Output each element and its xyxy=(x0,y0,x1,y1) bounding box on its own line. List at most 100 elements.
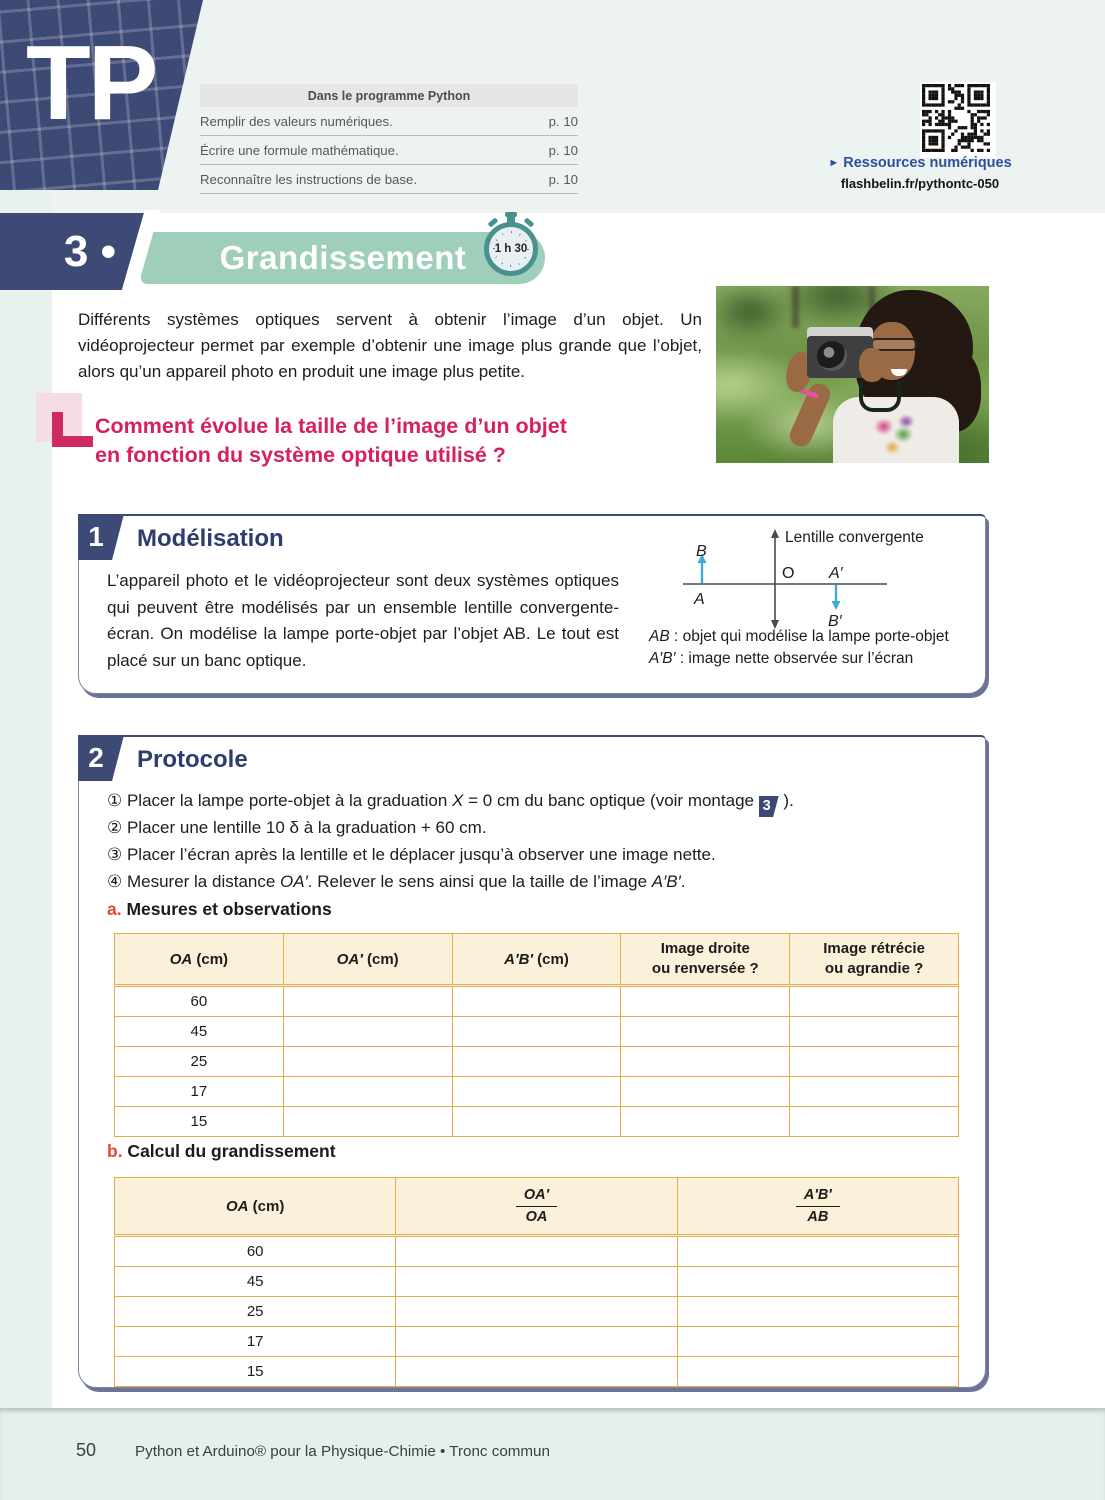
col-header-OA-prime: OA′ (cm) xyxy=(282,933,453,987)
empty-cell[interactable] xyxy=(620,985,791,1017)
qr-code-icon xyxy=(922,84,990,152)
section-title: Protocole xyxy=(137,746,248,773)
table-row: 60 xyxy=(113,1235,960,1267)
object-arrowhead xyxy=(697,554,707,563)
empty-cell[interactable] xyxy=(789,1016,959,1047)
program-row: Remplir des valeurs numériques. p. 10 xyxy=(200,107,578,136)
section-modelisation: 1 Modélisation L’appareil photo et le vi… xyxy=(78,514,986,694)
empty-cell[interactable] xyxy=(282,985,453,1017)
footer-band xyxy=(0,1408,1105,1500)
empty-cell[interactable] xyxy=(789,1106,959,1137)
label-B-prime: B′ xyxy=(828,613,843,630)
empty-cell[interactable] xyxy=(282,1016,453,1047)
program-table: Dans le programme Python Remplir des val… xyxy=(200,84,578,194)
empty-cell[interactable] xyxy=(620,1046,791,1077)
photo-girl-with-camera xyxy=(716,286,989,463)
empty-cell[interactable] xyxy=(676,1235,960,1267)
table-row: 25 xyxy=(114,1046,959,1077)
empty-cell[interactable] xyxy=(620,1016,791,1047)
table-row: 17 xyxy=(114,1076,959,1107)
table-row: 45 xyxy=(113,1266,960,1297)
program-row-label: Remplir des valeurs numériques. xyxy=(200,113,393,129)
resources-url[interactable]: flashbelin.fr/pythontc-050 xyxy=(840,176,1000,191)
empty-cell[interactable] xyxy=(789,1076,959,1107)
protocol-step-3: ③ Placer l’écran après la lentille et le… xyxy=(107,845,716,864)
table-row: 17 xyxy=(113,1326,960,1357)
empty-cell[interactable] xyxy=(676,1296,960,1327)
empty-cell[interactable] xyxy=(451,1016,622,1047)
diagram-caption-image: A′B′ : image nette observée sur l’écran xyxy=(649,650,914,667)
empty-cell[interactable] xyxy=(282,1046,453,1077)
photo-person-hand xyxy=(859,348,885,382)
magnification-table: OA (cm) OA′ OA A′B′ AB 60 45 25 xyxy=(113,1177,960,1387)
empty-cell[interactable] xyxy=(620,1076,791,1107)
label-A-prime: A′ xyxy=(828,565,844,582)
program-row-label: Reconnaître les instructions de base. xyxy=(200,171,417,187)
empty-cell[interactable] xyxy=(676,1266,960,1297)
photo-necklace xyxy=(859,382,901,412)
photo-shirt-print xyxy=(867,411,923,463)
empty-cell[interactable] xyxy=(676,1326,960,1357)
col-header-OAp-over-OA: OA′ OA xyxy=(395,1177,678,1237)
program-row-page: p. 10 xyxy=(548,171,578,187)
photo-smile xyxy=(891,369,907,376)
lens-arrowhead-down xyxy=(771,620,779,629)
tp-title-banner: Grandissement xyxy=(141,232,545,284)
col-header-OA: OA (cm) xyxy=(114,933,284,987)
empty-cell[interactable] xyxy=(282,1076,453,1107)
protocol-step-1: ① Placer la lampe porte-objet à la gradu… xyxy=(107,787,969,817)
qr-code xyxy=(920,82,996,158)
empty-cell[interactable] xyxy=(395,1266,678,1297)
label-B: B xyxy=(696,543,707,560)
diagram-caption-object: AB : objet qui modélise la lampe porte-o… xyxy=(649,628,949,645)
photo-tree-trunk xyxy=(792,286,800,328)
empty-cell[interactable] xyxy=(789,985,959,1017)
label-A: A xyxy=(693,591,705,608)
table-row: 45 xyxy=(114,1016,959,1047)
table-row: 15 xyxy=(113,1356,960,1387)
duration-label: 1 h 30 xyxy=(494,243,528,255)
tp-label: TP xyxy=(26,24,158,142)
empty-cell[interactable] xyxy=(282,1106,453,1137)
section-protocole: 2 Protocole ① Placer la lampe porte-obje… xyxy=(78,735,986,1388)
photo-camera-lens xyxy=(817,341,847,371)
table-row: 15 xyxy=(114,1106,959,1137)
empty-cell[interactable] xyxy=(395,1235,678,1267)
lens-label: Lentille convergente xyxy=(785,529,924,546)
empty-cell[interactable] xyxy=(395,1356,678,1387)
problem-question: Comment évolue la taille de l’image d’un… xyxy=(95,414,567,467)
footer-title: Python et Arduino® pour la Physique-Chim… xyxy=(135,1443,550,1460)
col-header-size: Image rétrécie ou agrandie ? xyxy=(789,933,959,987)
empty-cell[interactable] xyxy=(676,1356,960,1387)
empty-cell[interactable] xyxy=(451,1106,622,1137)
col-header-ApBp-over-AB: A′B′ AB xyxy=(676,1177,960,1237)
stopwatch-icon: 1 h 30 xyxy=(482,212,540,278)
table-row: 25 xyxy=(113,1296,960,1327)
program-table-title: Dans le programme Python xyxy=(200,84,578,107)
subsection-b-heading: b. Calcul du grandissement xyxy=(107,1141,336,1161)
program-row-page: p. 10 xyxy=(548,113,578,129)
empty-cell[interactable] xyxy=(451,1076,622,1107)
empty-cell[interactable] xyxy=(451,1046,622,1077)
protocol-step-2: ② Placer une lentille 10 δ à la graduati… xyxy=(107,818,487,837)
empty-cell[interactable] xyxy=(395,1296,678,1327)
lens-arrowhead-up xyxy=(771,529,779,538)
col-header-OA: OA (cm) xyxy=(113,1177,397,1237)
empty-cell[interactable] xyxy=(395,1326,678,1357)
empty-cell[interactable] xyxy=(451,985,622,1017)
program-row: Reconnaître les instructions de base. p.… xyxy=(200,165,578,194)
section-number-badge: 2 xyxy=(78,735,124,781)
empty-cell[interactable] xyxy=(789,1046,959,1077)
measurements-table: OA (cm) OA′ (cm) A′B′ (cm) Image droite o… xyxy=(114,933,959,1137)
label-O: O xyxy=(782,565,794,582)
program-row-page: p. 10 xyxy=(548,142,578,158)
program-row-label: Écrire une formule mathématique. xyxy=(200,142,399,158)
image-arrowhead xyxy=(831,601,841,610)
modelisation-body: L’appareil photo et le vidéoprojecteur s… xyxy=(107,571,619,670)
subsection-a-heading: a. Mesures et observations xyxy=(107,899,332,919)
section-number-badge: 1 xyxy=(78,514,124,560)
montage-ref-badge: 3 xyxy=(758,796,779,817)
program-row: Écrire une formule mathématique. p. 10 xyxy=(200,136,578,165)
empty-cell[interactable] xyxy=(620,1106,791,1137)
